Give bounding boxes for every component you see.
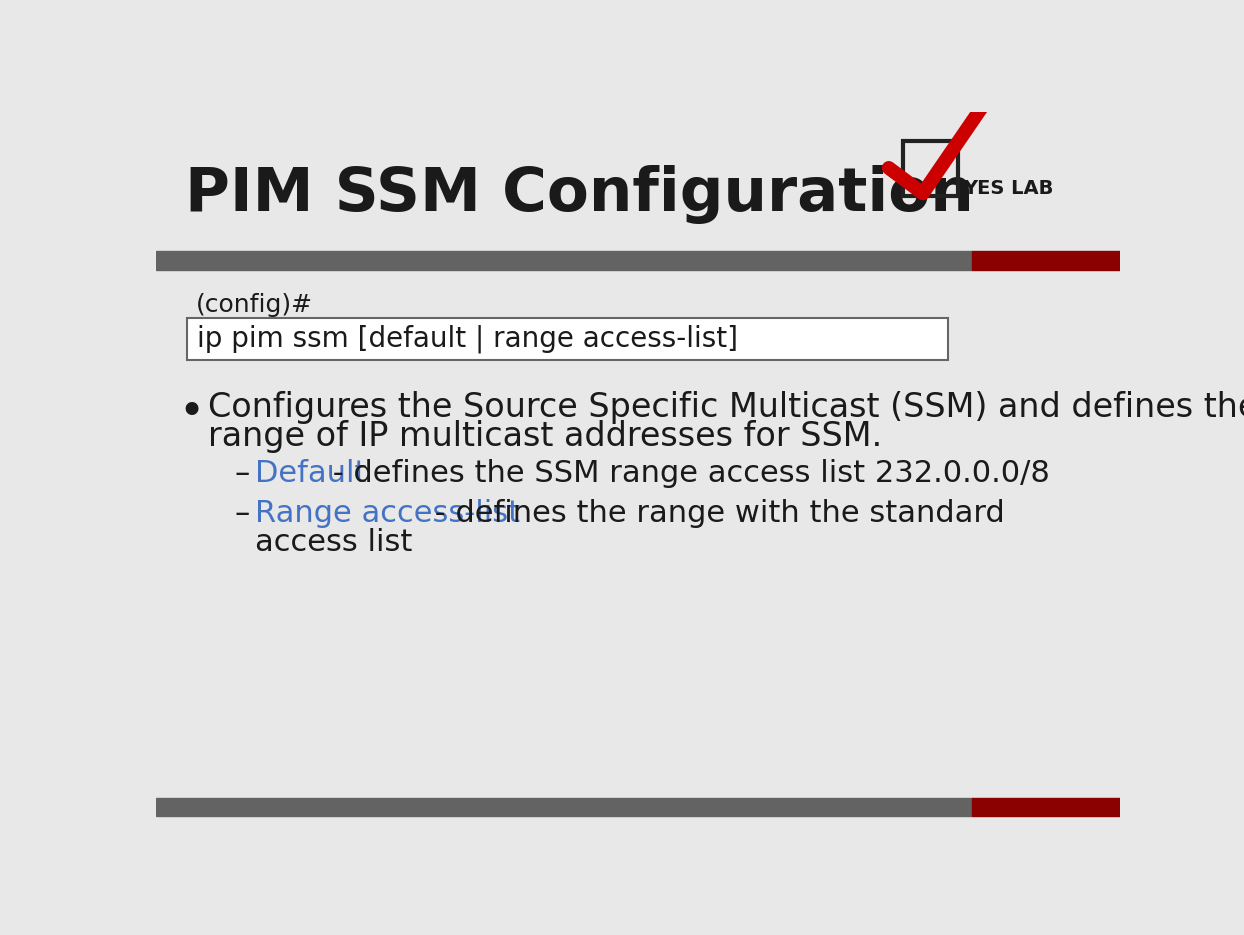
Bar bbox=[972, 798, 1120, 816]
Text: (config)#: (config)# bbox=[195, 293, 312, 317]
Text: Default: Default bbox=[255, 458, 366, 487]
Bar bbox=[972, 252, 1120, 270]
Text: Range access-list: Range access-list bbox=[255, 498, 520, 527]
Text: access list: access list bbox=[255, 528, 412, 557]
Text: - defines the SSM range access list 232.0.0.0/8: - defines the SSM range access list 232.… bbox=[323, 458, 1050, 487]
Bar bbox=[156, 798, 972, 816]
Text: –: – bbox=[235, 458, 250, 487]
Text: range of IP multicast addresses for SSM.: range of IP multicast addresses for SSM. bbox=[208, 420, 882, 453]
Text: Configures the Source Specific Multicast (SSM) and defines the: Configures the Source Specific Multicast… bbox=[208, 391, 1244, 424]
Bar bbox=[156, 252, 972, 270]
Text: PIM SSM Configuration: PIM SSM Configuration bbox=[185, 165, 974, 224]
Text: –: – bbox=[235, 498, 250, 527]
FancyBboxPatch shape bbox=[187, 318, 948, 360]
Text: •: • bbox=[179, 391, 205, 434]
Text: ip pim ssm [default | range access-list]: ip pim ssm [default | range access-list] bbox=[198, 324, 739, 353]
Text: - defines the range with the standard: - defines the range with the standard bbox=[425, 498, 1005, 527]
Text: YES LAB: YES LAB bbox=[963, 179, 1054, 197]
